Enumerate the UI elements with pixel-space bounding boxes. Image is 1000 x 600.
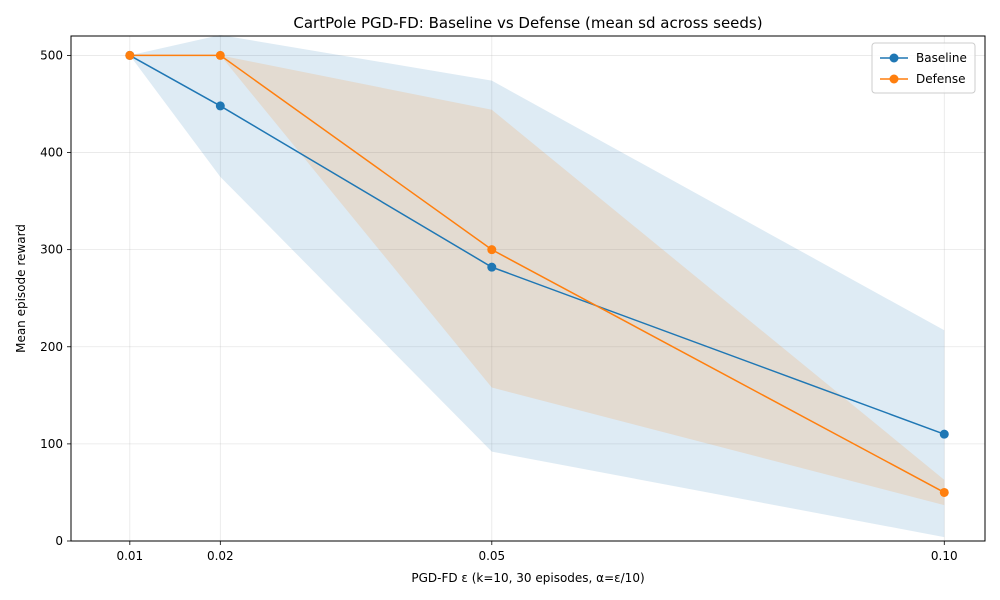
x-tick-label: 0.02 [207, 549, 234, 563]
data-point-baseline [939, 429, 949, 439]
x-tick-label: 0.01 [116, 549, 143, 563]
sd-band-baseline [129, 35, 945, 538]
error-bands [129, 35, 945, 538]
data-point-defense [125, 50, 135, 60]
grid [71, 36, 985, 542]
y-tick-label: 300 [40, 243, 63, 257]
data-point-baseline [215, 101, 225, 111]
legend-marker-baseline [889, 53, 899, 63]
legend: Baseline Defense [871, 42, 976, 94]
y-tick-label: 400 [40, 146, 63, 160]
plot-frame [70, 35, 986, 542]
series-line-baseline [129, 54, 945, 435]
y-tick-label: 100 [40, 437, 63, 451]
sd-band-defense [129, 55, 945, 506]
y-tick-label: 0 [55, 534, 63, 548]
data-point-defense [215, 50, 225, 60]
series-lines [129, 54, 945, 494]
data-point-defense [939, 487, 949, 497]
axis-ticks: 0.01 0.02 0.05 0.10 0 100 200 300 400 500 [40, 48, 958, 563]
x-tick-label: 0.05 [478, 549, 505, 563]
x-axis-label: PGD-FD ε (k=10, 30 episodes, α=ε/10) [411, 571, 644, 585]
legend-marker-defense [889, 74, 899, 84]
series-points [125, 50, 949, 497]
y-tick-label: 500 [40, 48, 63, 62]
data-point-defense [487, 245, 497, 255]
chart-title: CartPole PGD-FD: Baseline vs Defense (me… [293, 14, 762, 32]
y-tick-label: 200 [40, 340, 63, 354]
y-axis-label: Mean episode reward [14, 224, 28, 353]
legend-label-defense: Defense [916, 72, 965, 86]
x-tick-label: 0.10 [931, 549, 958, 563]
data-point-baseline [487, 262, 497, 272]
series-line-defense [129, 54, 945, 494]
legend-label-baseline: Baseline [916, 51, 967, 65]
